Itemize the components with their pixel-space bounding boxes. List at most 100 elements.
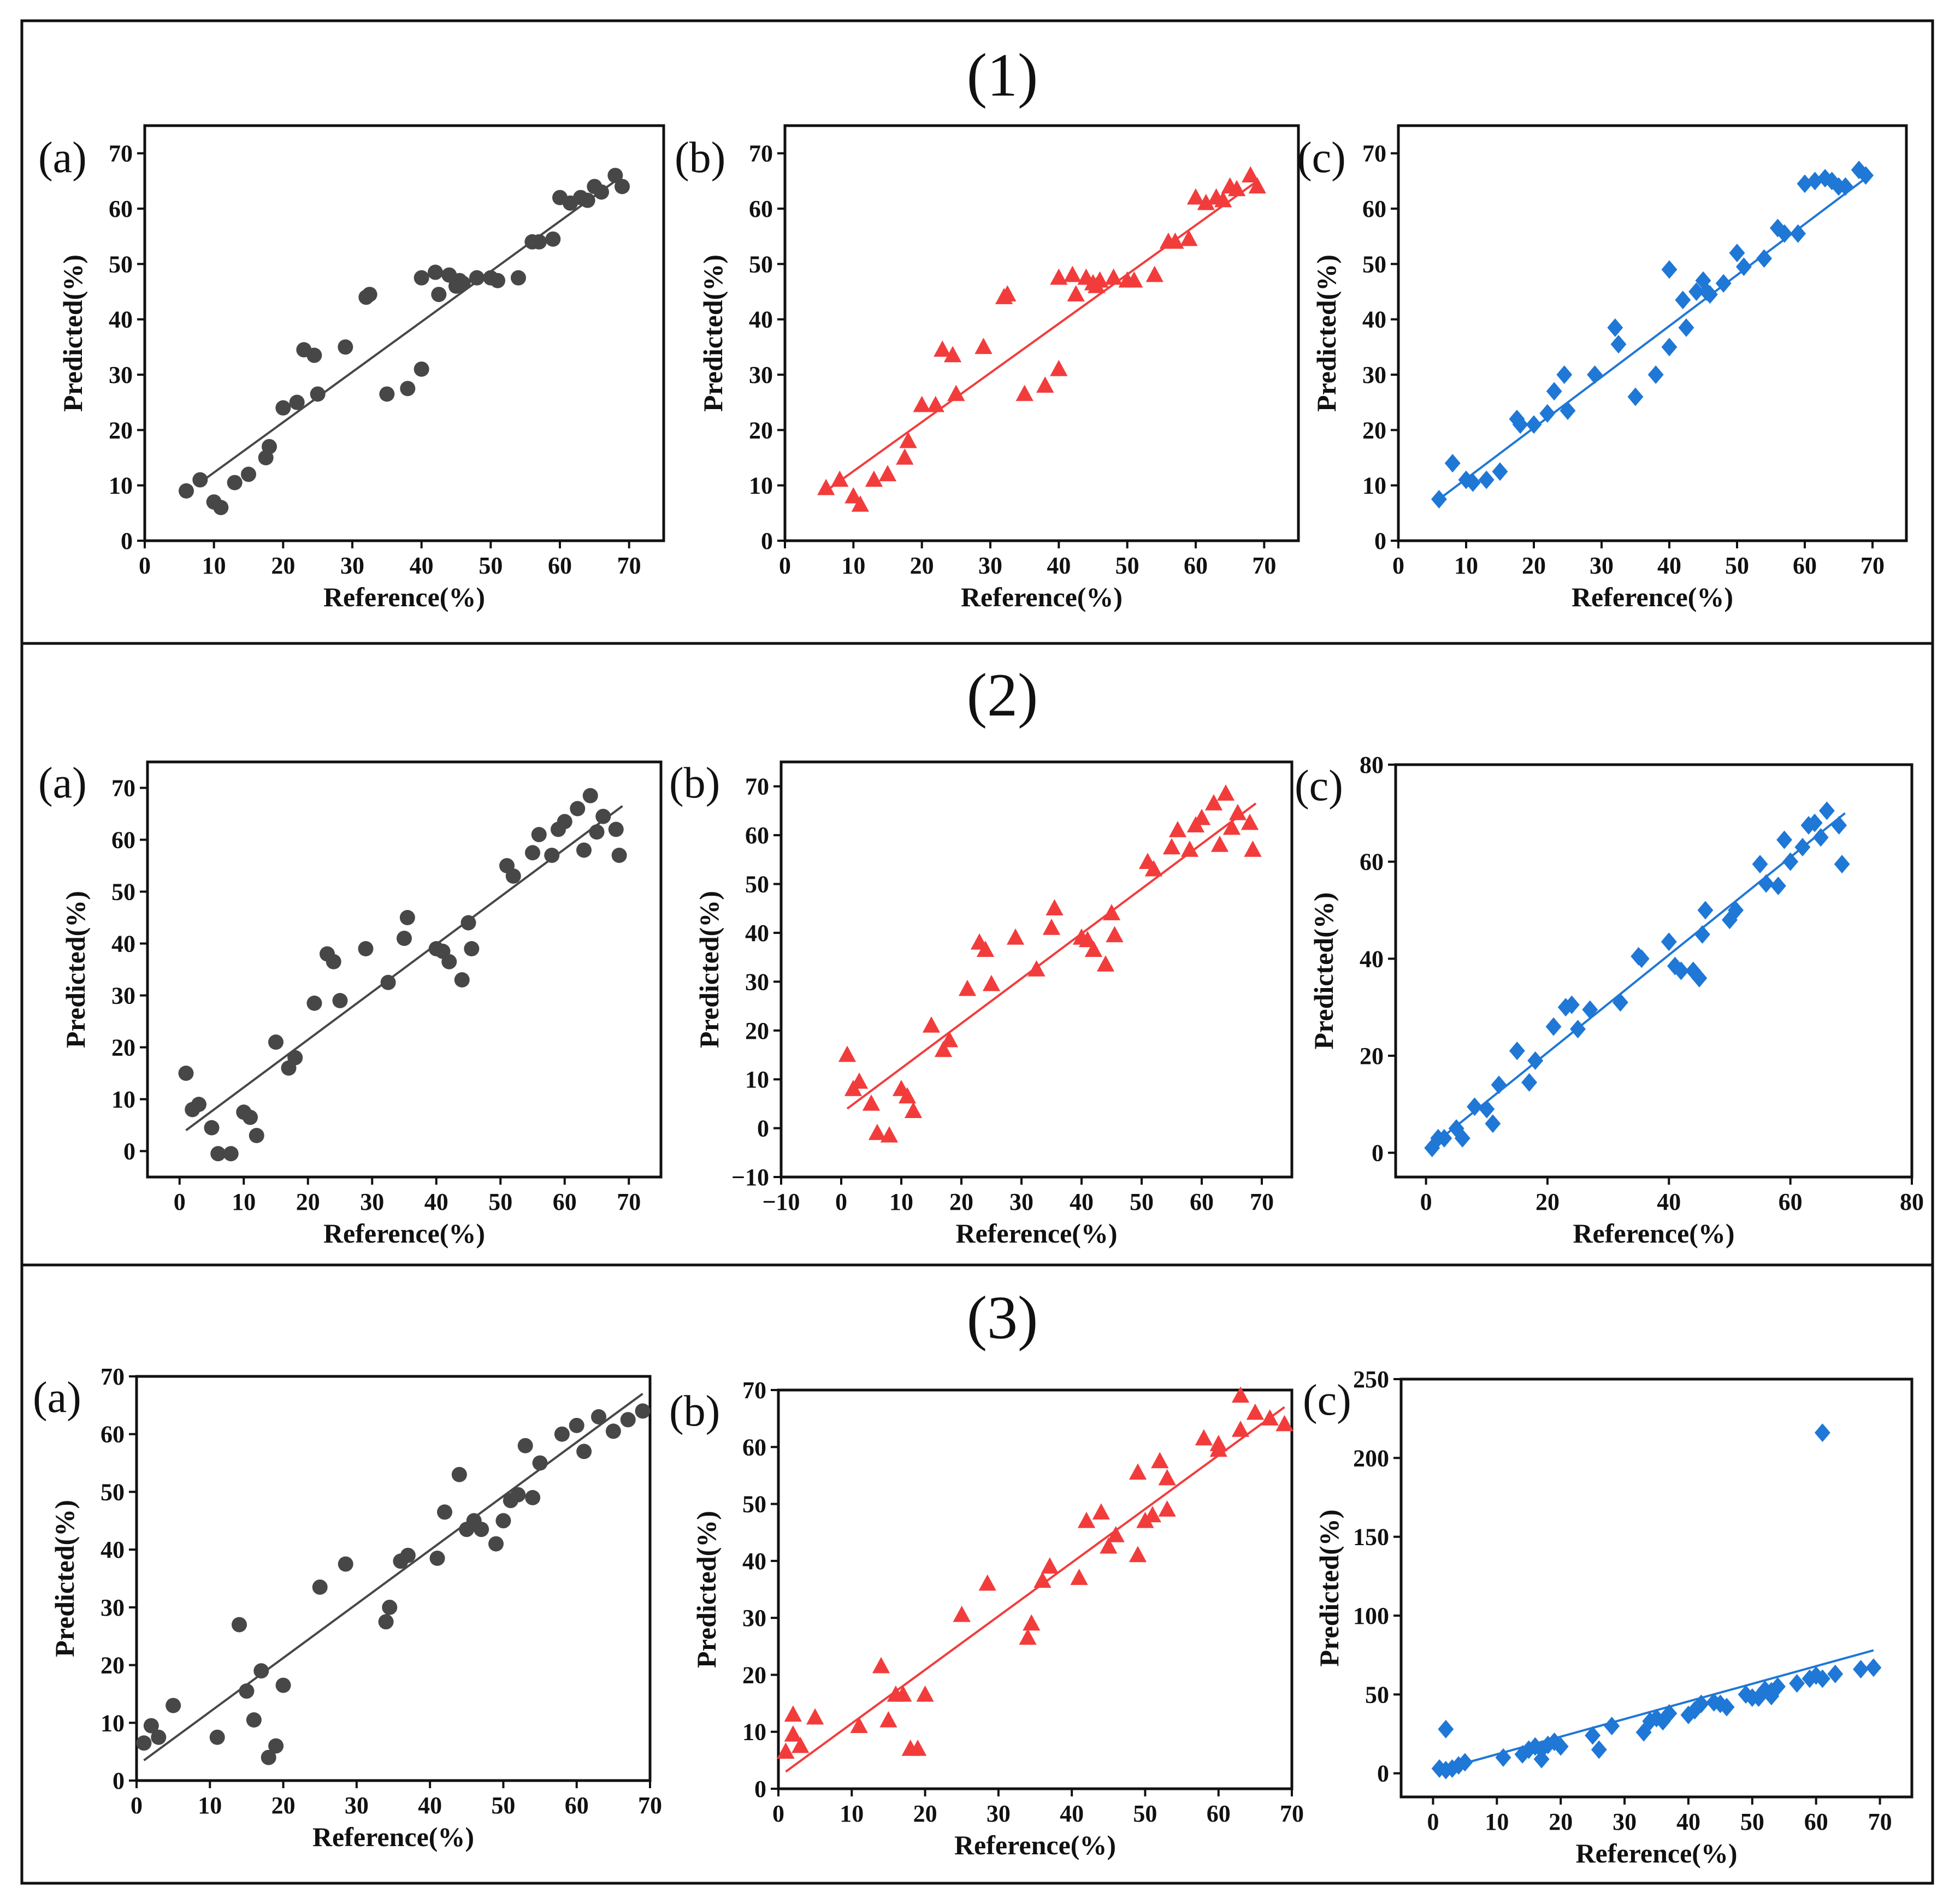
- data-point: [1770, 1677, 1786, 1696]
- data-point: [1192, 808, 1211, 825]
- data-point: [777, 1742, 795, 1759]
- y-tick-label: 50: [101, 1479, 125, 1505]
- data-point: [1144, 860, 1163, 877]
- data-point: [1180, 229, 1198, 246]
- data-point: [1204, 794, 1223, 811]
- x-tick-label: 0: [139, 552, 151, 579]
- data-point: [1612, 993, 1628, 1012]
- data-point: [382, 1599, 398, 1615]
- data-point: [428, 264, 443, 280]
- x-tick-label: 40: [418, 1792, 442, 1819]
- x-tick-label: 30: [360, 1188, 384, 1215]
- data-point: [1697, 901, 1714, 920]
- x-tick-label: 40: [1657, 552, 1681, 579]
- data-point: [1096, 955, 1115, 972]
- data-point: [620, 1412, 636, 1428]
- data-point: [213, 500, 229, 516]
- data-point: [1246, 1403, 1265, 1420]
- y-tick-label: 40: [742, 1548, 766, 1575]
- y-tick-label: 20: [111, 1034, 135, 1061]
- data-point: [511, 270, 526, 286]
- data-point: [1143, 1506, 1162, 1523]
- data-point: [495, 1513, 511, 1529]
- data-point: [978, 1574, 996, 1591]
- x-tick-label: 30: [1613, 1808, 1637, 1835]
- data-point: [227, 475, 243, 490]
- data-point: [953, 1605, 971, 1622]
- y-tick-label: 30: [745, 968, 769, 995]
- data-point: [544, 848, 560, 863]
- data-point: [576, 1444, 592, 1459]
- data-point: [1661, 260, 1678, 279]
- data-point: [1865, 1658, 1882, 1677]
- scatter-panel-1a: (a) 0 10 20 30 40 50 60 70 0 10 20 30 40 50 60 70 Referen…: [38, 124, 665, 612]
- y-axis-title: Predicted(%): [1311, 255, 1342, 412]
- data-point: [204, 1120, 220, 1136]
- panel-label: (b): [669, 1387, 720, 1435]
- data-point: [1023, 1614, 1041, 1631]
- data-point: [1197, 193, 1215, 210]
- x-tick-label: 20: [913, 1800, 937, 1827]
- x-tick-label: 0: [779, 552, 791, 579]
- y-tick-label: 30: [111, 983, 135, 1009]
- panel-label: (b): [675, 134, 725, 182]
- data-point: [1526, 415, 1542, 434]
- x-tick-label: 60: [1779, 1188, 1803, 1215]
- data-point: [414, 270, 429, 286]
- y-axis-title: Predicted(%): [1314, 1510, 1344, 1667]
- x-tick-label: 40: [1070, 1188, 1094, 1215]
- data-point: [1729, 244, 1745, 263]
- section-title-3: (3): [967, 1284, 1038, 1352]
- plot-frame: [783, 124, 1300, 542]
- figure-frame: [20, 19, 1934, 1885]
- plot-frame: [143, 124, 665, 542]
- y-tick-label: 150: [1353, 1524, 1389, 1551]
- x-tick-label: 30: [345, 1792, 369, 1819]
- y-tick-label: 40: [1360, 945, 1384, 972]
- y-axis-title: Predicted(%): [694, 891, 724, 1048]
- data-point: [429, 1551, 445, 1566]
- data-point: [1591, 1740, 1607, 1759]
- data-point: [1106, 926, 1124, 943]
- x-tick-label: 20: [949, 1188, 973, 1215]
- x-tick-label: 10: [1485, 1808, 1509, 1835]
- data-point: [1563, 995, 1580, 1014]
- data-point: [400, 1547, 416, 1563]
- x-tick-label: 20: [271, 1792, 296, 1819]
- data-point: [1827, 1664, 1844, 1683]
- y-tick-label: 70: [745, 773, 769, 800]
- x-tick-label: 60: [553, 1188, 577, 1215]
- y-tick-label: 50: [742, 1491, 766, 1518]
- x-axis-title: Reference(%): [323, 582, 485, 612]
- data-point: [1685, 961, 1702, 980]
- data-point: [784, 1725, 802, 1742]
- data-point: [310, 386, 326, 402]
- data-point: [899, 431, 917, 448]
- data-point: [1702, 285, 1718, 304]
- data-point: [525, 1490, 541, 1505]
- plot-frame: [1394, 763, 1913, 1179]
- y-tick-label: 50: [1362, 251, 1386, 277]
- data-point: [1661, 338, 1678, 357]
- y-tick-label: 0: [1372, 1140, 1384, 1167]
- y-tick-label: 60: [749, 196, 773, 222]
- data-point: [1521, 1740, 1537, 1759]
- data-point: [1077, 1511, 1096, 1528]
- data-point: [806, 1708, 824, 1725]
- plot-frame: [1397, 124, 1908, 542]
- data-point: [223, 1146, 239, 1162]
- scatter-panel-3c: (c) 0 10 20 30 40 50 60 70 0 50 100 150 200 250 Referen…: [1303, 1366, 1913, 1868]
- data-point: [379, 386, 395, 402]
- panel-label: (b): [669, 759, 720, 807]
- y-tick-label: 70: [1362, 140, 1386, 167]
- data-point: [1789, 1674, 1805, 1693]
- data-point: [1180, 840, 1199, 857]
- panel-label: (a): [33, 1374, 81, 1422]
- data-point: [1751, 1688, 1767, 1707]
- data-point: [1151, 1452, 1169, 1469]
- data-point: [913, 395, 931, 412]
- data-point: [451, 1467, 467, 1482]
- data-point: [437, 1504, 452, 1520]
- y-tick-label: 0: [754, 1776, 766, 1802]
- data-point: [1036, 376, 1054, 393]
